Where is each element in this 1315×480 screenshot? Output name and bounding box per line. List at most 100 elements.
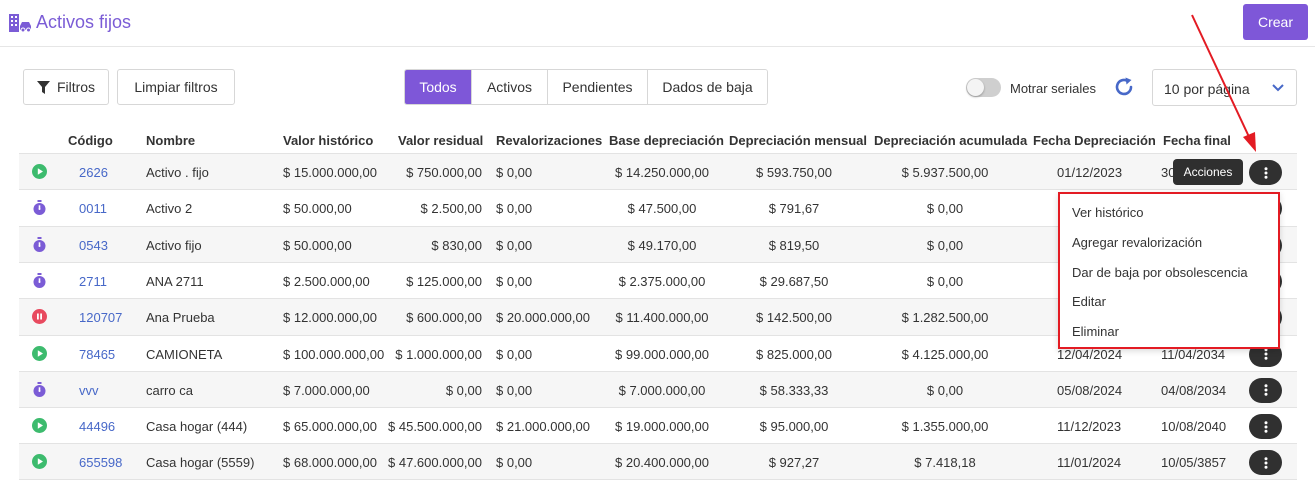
cell-nombre: CAMIONETA: [146, 346, 223, 362]
cell-base-depreciacion: $ 20.400.000,00: [615, 455, 709, 471]
refresh-icon[interactable]: [1113, 76, 1135, 98]
cell-codigo[interactable]: 78465: [79, 346, 116, 362]
cell-revalorizaciones: $ 0,00: [496, 201, 533, 217]
row-actions-button[interactable]: [1249, 450, 1282, 476]
cell-nombre: Activo fijo: [146, 237, 202, 253]
play-status-icon: [32, 345, 47, 361]
cell-codigo[interactable]: 0011: [79, 201, 107, 217]
more-vertical-icon: [1264, 166, 1267, 179]
cell-revalorizaciones: $ 0,00: [496, 237, 533, 253]
col-fecha-depreciacion[interactable]: Fecha Depreciación: [1033, 133, 1156, 148]
table-row[interactable]: 78465 CAMIONETA $ 100.000.000,00 $ 1.000.00…: [19, 334, 1297, 372]
cell-codigo[interactable]: 0543: [79, 237, 108, 253]
col-valor-residual[interactable]: Valor residual: [398, 133, 484, 148]
cell-valor-historico: $ 15.000.000,00: [283, 165, 377, 180]
cell-valor-historico: $ 2.500.000,00: [283, 273, 370, 289]
cell-codigo[interactable]: 44496: [79, 419, 116, 435]
cell-valor-residual: $ 45.500.000,00: [388, 419, 482, 435]
assets-icon: [9, 13, 31, 32]
cell-nombre: carro ca: [146, 382, 193, 398]
toggle-knob: [967, 79, 984, 96]
table-row[interactable]: 44496 Casa hogar (444) $ 65.000.000,00 $ 45…: [19, 407, 1297, 444]
more-vertical-icon: [1264, 348, 1267, 360]
menu-item-dar-de-baja[interactable]: Dar de baja por obsolescencia: [1072, 265, 1248, 280]
menu-item-editar[interactable]: Editar: [1072, 294, 1106, 309]
cell-depreciacion-acumulada: $ 0,00: [926, 201, 964, 217]
status-tabs: Todos Activos Pendientes Dados de baja: [404, 69, 768, 105]
cell-base-depreciacion: $ 7.000.000,00: [618, 382, 706, 398]
cell-fecha-final: 10/05/3857: [1161, 455, 1227, 471]
row-actions-button[interactable]: [1249, 414, 1282, 440]
cell-base-depreciacion: $ 2.375.000,00: [618, 273, 706, 289]
cell-nombre: Activo . fijo: [146, 165, 209, 180]
cell-codigo[interactable]: 2711: [79, 273, 107, 289]
cell-revalorizaciones: $ 0,00: [496, 165, 533, 180]
cell-depreciacion-mensual: $ 142.500,00: [756, 310, 832, 326]
cell-codigo[interactable]: 120707: [79, 310, 123, 326]
row-actions-button[interactable]: [1249, 377, 1282, 403]
cell-codigo[interactable]: vvv: [79, 382, 99, 398]
cell-nombre: Ana Prueba: [146, 310, 215, 326]
create-button[interactable]: Crear: [1243, 4, 1308, 40]
cell-revalorizaciones: $ 0,00: [496, 346, 533, 362]
tab-pendientes[interactable]: Pendientes: [548, 70, 648, 104]
col-valor-historico[interactable]: Valor histórico: [283, 133, 374, 148]
cell-valor-historico: $ 12.000.000,00: [283, 310, 377, 326]
menu-item-agregar-revalorizacion[interactable]: Agregar revalorización: [1072, 235, 1203, 250]
table-row[interactable]: 2626 Activo . fijo $ 15.000.000,00 $ 750.00…: [19, 153, 1297, 190]
cell-valor-historico: $ 65.000.000,00: [283, 419, 377, 435]
col-base-depreciacion[interactable]: Base depreciación: [609, 133, 724, 148]
col-depreciacion-acumulada[interactable]: Depreciación acumulada: [874, 133, 1028, 148]
table-row[interactable]: 655598 Casa hogar (5559) $ 68.000.000,00 $ …: [19, 443, 1297, 480]
cell-base-depreciacion: $ 47.500,00: [627, 201, 697, 217]
cell-nombre: Casa hogar (5559): [146, 455, 255, 471]
cell-depreciacion-acumulada: $ 5.937.500,00: [901, 165, 989, 180]
col-fecha-final[interactable]: Fecha final: [1163, 133, 1231, 148]
top-bar: Activos fijos Crear: [0, 0, 1315, 47]
cell-revalorizaciones: $ 0,00: [496, 273, 533, 289]
stopwatch-status-icon: [33, 381, 46, 397]
clear-filters-button[interactable]: Limpiar filtros: [117, 69, 235, 105]
cell-depreciacion-acumulada: $ 0,00: [926, 382, 964, 398]
cell-fecha-final: 10/08/2040: [1161, 419, 1227, 435]
per-page-select[interactable]: 10 por página: [1152, 69, 1297, 106]
menu-item-eliminar[interactable]: Eliminar: [1072, 324, 1119, 339]
cell-valor-residual: $ 750.000,00: [406, 165, 482, 180]
menu-item-ver-historico[interactable]: Ver histórico: [1072, 205, 1144, 220]
tab-dados-de-baja[interactable]: Dados de baja: [648, 70, 767, 104]
show-serials-toggle[interactable]: [966, 78, 1001, 97]
col-nombre[interactable]: Nombre: [146, 133, 196, 148]
play-status-icon: [32, 418, 47, 434]
cell-fecha-depreciacion: 01/12/2023: [1057, 165, 1123, 180]
table-row[interactable]: vvv carro ca $ 7.000.000,00 $ 0,00 $ 0,00 $ 7…: [19, 370, 1297, 408]
cell-fecha-depreciacion: 11/12/2023: [1057, 419, 1122, 435]
cell-valor-residual: $ 600.000,00: [406, 310, 482, 326]
stopwatch-status-icon: [33, 200, 46, 216]
play-status-icon: [32, 164, 47, 179]
per-page-value: 10 por página: [1164, 81, 1250, 97]
col-codigo[interactable]: Código: [68, 133, 113, 148]
row-actions-button[interactable]: [1249, 160, 1282, 185]
filters-button[interactable]: Filtros: [23, 69, 109, 105]
cell-valor-residual: $ 125.000,00: [406, 273, 482, 289]
stopwatch-status-icon: [33, 272, 46, 288]
actions-tooltip: Acciones: [1173, 159, 1243, 185]
cell-valor-historico: $ 100.000.000,00: [283, 346, 385, 362]
col-revalorizaciones[interactable]: Revalorizaciones: [496, 133, 603, 148]
cell-base-depreciacion: $ 49.170,00: [627, 237, 697, 253]
filters-label: Filtros: [56, 79, 96, 95]
cell-codigo[interactable]: 2626: [79, 165, 108, 180]
cell-valor-residual: $ 1.000.000,00: [395, 346, 482, 362]
cell-valor-residual: $ 0,00: [445, 382, 482, 398]
pause-status-icon: [32, 309, 47, 325]
cell-depreciacion-acumulada: $ 0,00: [926, 237, 964, 253]
cell-depreciacion-mensual: $ 95.000,00: [759, 419, 829, 435]
tab-todos[interactable]: Todos: [405, 70, 472, 104]
cell-fecha-depreciacion: 11/01/2024: [1057, 455, 1122, 471]
cell-codigo[interactable]: 655598: [79, 455, 123, 471]
cell-base-depreciacion: $ 11.400.000,00: [615, 310, 709, 326]
cell-depreciacion-mensual: $ 58.333,33: [759, 382, 829, 398]
col-depreciacion-mensual[interactable]: Depreciación mensual: [729, 133, 867, 148]
tab-activos[interactable]: Activos: [472, 70, 548, 104]
cell-depreciacion-mensual: $ 593.750,00: [756, 165, 832, 180]
